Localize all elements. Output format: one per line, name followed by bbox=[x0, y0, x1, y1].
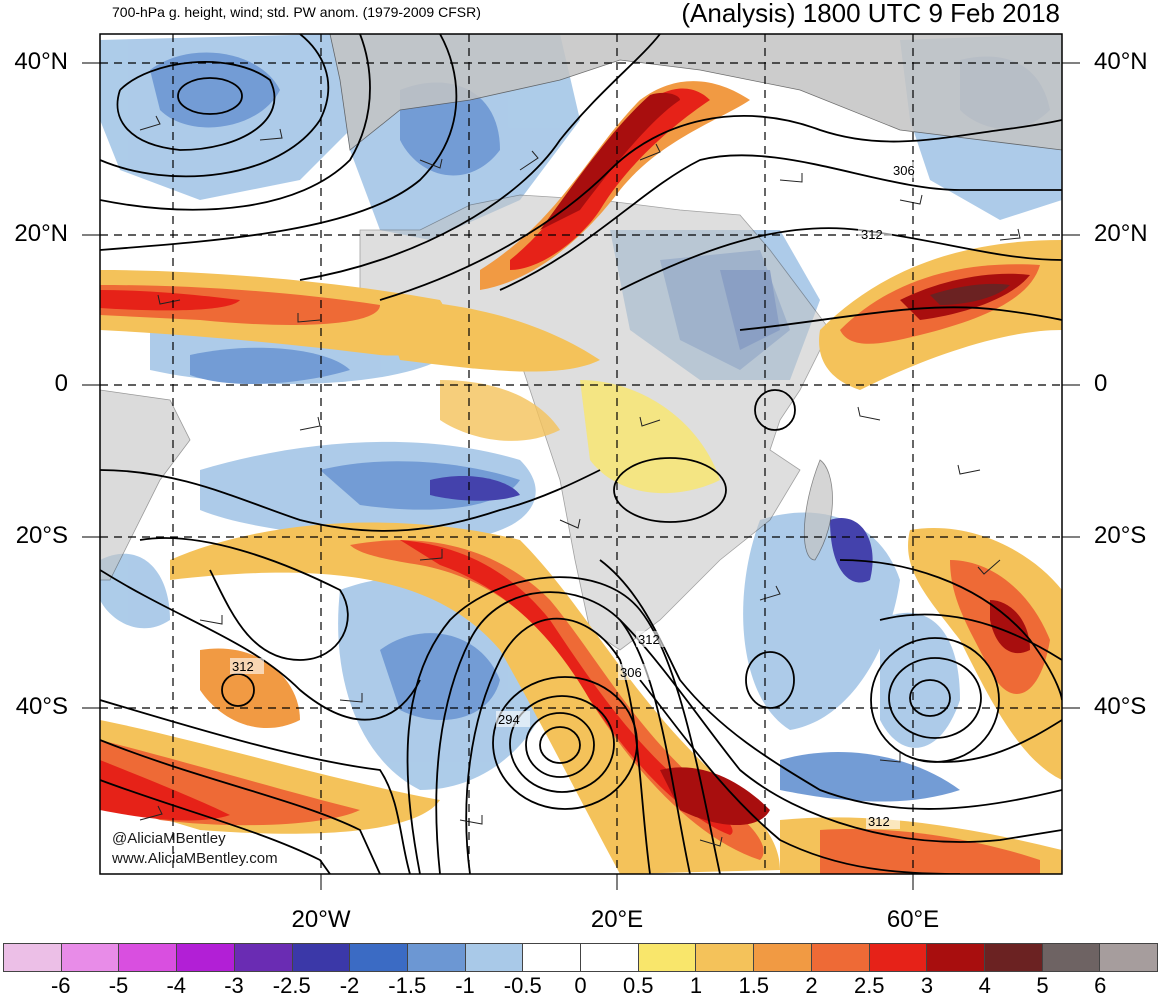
contour-label: 312 bbox=[232, 659, 254, 674]
watermark-url: www.AliciaMBentley.com bbox=[112, 850, 278, 867]
colorbar-tick-label: -1 bbox=[455, 973, 475, 998]
lat-label-right: 40°N bbox=[1094, 48, 1148, 75]
colorbar-swatch bbox=[4, 944, 62, 971]
pw-anomaly-positive bbox=[100, 81, 1062, 874]
colorbar-swatch bbox=[811, 944, 870, 971]
colorbar-swatch bbox=[581, 944, 639, 971]
colorbar-swatch bbox=[696, 944, 755, 971]
colorbar-tick-label: -6 bbox=[50, 973, 71, 998]
colorbar-tick-label: 2.5 bbox=[853, 973, 885, 998]
lon-label: 20°W bbox=[291, 906, 351, 933]
lat-label-left: 40°S bbox=[15, 693, 68, 720]
colorbar-tick-label: 3 bbox=[920, 973, 934, 998]
contour-label: 312 bbox=[638, 632, 660, 647]
colorbar-swatch bbox=[754, 944, 812, 971]
lat-label-left: 20°S bbox=[15, 522, 68, 549]
contour-label: 306 bbox=[620, 665, 642, 680]
colorbar-swatch bbox=[407, 944, 466, 971]
colorbar-swatch bbox=[234, 944, 293, 971]
colorbar-swatch bbox=[927, 944, 985, 971]
map-panel: 306 312 312 306 312 294 312 bbox=[82, 33, 1080, 890]
lat-lon-grid bbox=[100, 34, 1062, 874]
colorbar-tick-label: -4 bbox=[166, 973, 187, 998]
colorbar-swatch bbox=[638, 944, 697, 971]
colorbar-swatch bbox=[292, 944, 351, 971]
lat-label-right: 20°S bbox=[1094, 522, 1147, 549]
colorbar-swatch bbox=[61, 944, 120, 971]
lat-label-left: 20°N bbox=[14, 220, 68, 247]
colorbar-swatch bbox=[177, 944, 235, 971]
colorbar bbox=[3, 943, 1158, 972]
colorbar-swatch bbox=[869, 944, 928, 971]
colorbar-tick-label: 0.5 bbox=[622, 973, 654, 998]
lat-label-left: 40°N bbox=[14, 48, 68, 75]
colorbar-tick-label: -0.5 bbox=[503, 973, 542, 998]
contour-label: 312 bbox=[868, 814, 890, 829]
colorbar-tick-label: -1.5 bbox=[388, 973, 427, 998]
map-subtitle: 700-hPa g. height, wind; std. PW anom. (… bbox=[112, 4, 481, 20]
colorbar-tick-label: 0 bbox=[574, 973, 587, 998]
colorbar-tick-label: -5 bbox=[108, 973, 129, 998]
colorbar-tick-label: -3 bbox=[224, 973, 244, 998]
colorbar-tick-label: 6 bbox=[1094, 973, 1107, 998]
watermark-handle: @AliciaMBentley bbox=[112, 830, 226, 847]
colorbar-tick-label: 1.5 bbox=[738, 973, 770, 998]
map-frame bbox=[99, 33, 1063, 875]
colorbar-swatch bbox=[350, 944, 408, 971]
map-ticks bbox=[82, 62, 1080, 890]
colorbar-tick-label: 1 bbox=[689, 973, 703, 998]
lon-label: 60°E bbox=[886, 906, 940, 933]
colorbar-swatch bbox=[119, 944, 178, 971]
lat-label-left: 0 bbox=[54, 370, 68, 397]
lat-label-right: 20°N bbox=[1094, 220, 1148, 247]
colorbar-tick-label: -2 bbox=[339, 973, 360, 998]
height-contours bbox=[100, 34, 1062, 874]
colorbar-swatch bbox=[1100, 944, 1158, 971]
colorbar-tick-label: 4 bbox=[978, 973, 991, 998]
contour-label: 312 bbox=[861, 227, 883, 242]
contour-label: 294 bbox=[498, 712, 520, 727]
colorbar-tick-label: 2 bbox=[805, 973, 818, 998]
colorbar-swatch bbox=[1042, 944, 1101, 971]
lon-label: 20°E bbox=[590, 906, 644, 933]
colorbar-swatch bbox=[984, 944, 1043, 971]
colorbar-swatch bbox=[523, 944, 582, 971]
contour-label: 306 bbox=[893, 163, 915, 178]
wind-barbs bbox=[139, 115, 1021, 847]
map-title: (Analysis) 1800 UTC 9 Feb 2018 bbox=[681, 0, 1060, 28]
colorbar-tick-label: -2.5 bbox=[272, 973, 311, 998]
colorbar-tick-label: 5 bbox=[1036, 973, 1049, 998]
lat-label-right: 0 bbox=[1094, 370, 1108, 397]
lat-label-right: 40°S bbox=[1094, 693, 1147, 720]
contour-label-group: 306 312 312 306 312 294 312 bbox=[230, 162, 924, 829]
colorbar-swatch bbox=[465, 944, 524, 971]
